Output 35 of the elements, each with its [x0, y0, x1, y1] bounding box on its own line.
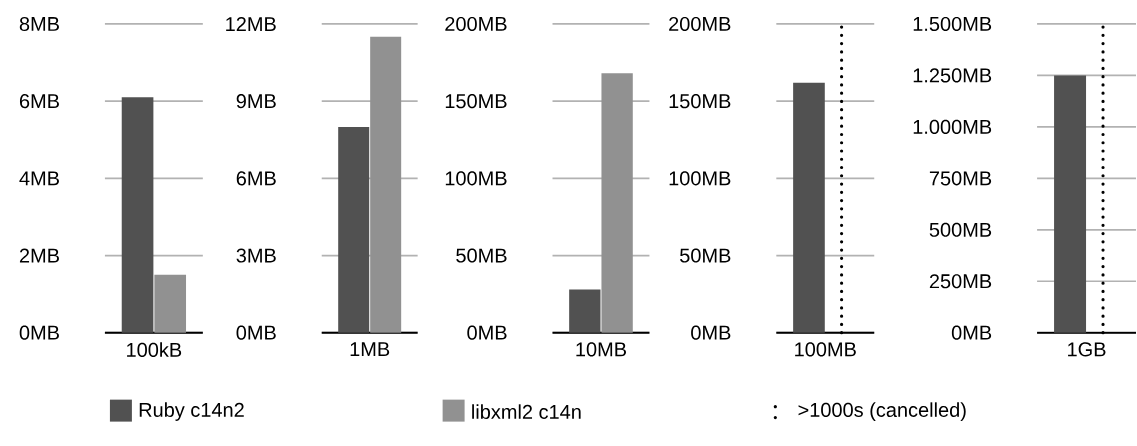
- y-tick-label: 100MB: [669, 171, 731, 186]
- y-tick-label: 500MB: [929, 222, 992, 238]
- y-tick-label: 0MB: [236, 325, 276, 340]
- y-tick-label: 200MB: [669, 17, 731, 32]
- x-tick-label: 1GB: [1068, 342, 1106, 357]
- x-tick-label: 100kB: [127, 342, 182, 358]
- y-tick-label: 2MB: [19, 248, 59, 263]
- y-tick-label: 200MB: [445, 17, 507, 32]
- legend-label: >1000s (cancelled): [798, 402, 966, 422]
- y-tick-label: 0MB: [467, 325, 507, 340]
- y-tick-label: 50MB: [456, 248, 507, 263]
- y-tick-label: 0MB: [691, 325, 731, 340]
- y-tick-label: 1.250MB: [913, 68, 992, 83]
- y-tick-label: 250MB: [929, 274, 992, 289]
- y-tick-label: 1.500MB: [913, 17, 992, 32]
- y-tick-label: 150MB: [669, 94, 731, 109]
- x-tick-label: 1MB: [350, 342, 390, 357]
- y-tick-label: 9MB: [236, 94, 276, 109]
- y-tick-label: 8MB: [19, 17, 59, 32]
- y-tick-label: 3MB: [236, 248, 276, 263]
- y-tick-label: 750MB: [929, 171, 992, 186]
- x-tick-label: 100MB: [795, 342, 856, 357]
- y-tick-label: 6MB: [236, 171, 276, 186]
- legend-label: Ruby c14n2: [139, 402, 244, 422]
- y-tick-label: 6MB: [19, 94, 59, 109]
- y-tick-label: 4MB: [19, 171, 59, 186]
- y-tick-label: 150MB: [445, 94, 507, 109]
- y-tick-label: 0MB: [951, 325, 992, 340]
- y-tick-label: 100MB: [445, 171, 507, 186]
- y-tick-label: 12MB: [226, 17, 276, 32]
- y-tick-label: 0MB: [19, 325, 59, 340]
- y-tick-label: 50MB: [680, 248, 731, 263]
- x-tick-label: 10MB: [576, 342, 627, 357]
- y-tick-label: 1.000MB: [913, 120, 992, 135]
- legend-label: libxml2 c14n: [472, 404, 581, 420]
